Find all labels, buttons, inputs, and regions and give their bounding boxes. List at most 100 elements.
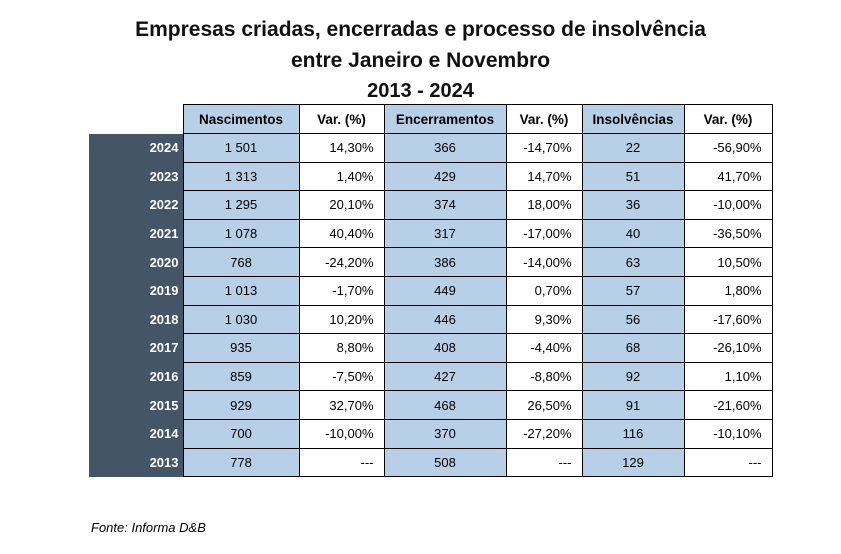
cell-insolvencias: 57 (581, 275, 685, 306)
table-row: 2017 935 8,80% 408 -4,40% 68 -26,10% (89, 333, 773, 363)
cell-insolvencias: 63 (581, 247, 685, 277)
cell-year: 2014 (89, 419, 183, 449)
cell-nascimentos-var: 14,30% (298, 133, 385, 163)
table-row: 2015 929 32,70% 468 26,50% 91 -21,60% (89, 390, 773, 420)
cell-insolvencias-var: 1,80% (683, 275, 773, 306)
cell-nascimentos-var: -10,00% (298, 418, 385, 449)
cell-nascimentos-var: --- (298, 447, 385, 478)
cell-insolvencias: 92 (581, 361, 685, 392)
header-insolvencias-var: Var. (%) (683, 104, 773, 134)
header-insolvencias: Insolvências (581, 104, 685, 134)
cell-year: 2022 (89, 190, 183, 220)
chart-title-line2: entre Janeiro e Novembro (290, 49, 551, 72)
cell-year: 2017 (89, 333, 183, 363)
header-corner (89, 105, 183, 134)
table-row: 2023 1 313 1,40% 429 14,70% 51 41,70% (89, 161, 773, 192)
cell-nascimentos-var: -7,50% (298, 361, 385, 392)
cell-nascimentos-var: 8,80% (298, 333, 385, 363)
cell-year: 2018 (89, 305, 183, 334)
cell-encerramentos: 366 (383, 133, 507, 163)
cell-nascimentos: 1 013 (182, 275, 300, 306)
cell-encerramentos-var: --- (505, 447, 583, 478)
cell-nascimentos: 929 (182, 390, 300, 420)
cell-nascimentos: 768 (182, 247, 300, 277)
cell-encerramentos-var: 18,00% (505, 190, 583, 220)
cell-nascimentos: 1 078 (182, 218, 300, 249)
cell-insolvencias-var: --- (683, 447, 773, 478)
cell-insolvencias-var: 1,10% (683, 361, 773, 392)
cell-insolvencias: 40 (581, 218, 685, 249)
table-row: 2020 768 -24,20% 386 -14,00% 63 10,50% (89, 247, 773, 277)
cell-encerramentos-var: 14,70% (505, 161, 583, 192)
source-note: Fonte: Informa D&B (91, 520, 206, 535)
chart-title-line1: Empresas criadas, encerradas e processo … (135, 18, 706, 41)
cell-encerramentos-var: 0,70% (505, 275, 583, 306)
cell-encerramentos-var: 26,50% (505, 390, 583, 420)
cell-nascimentos: 778 (182, 447, 300, 478)
cell-insolvencias: 51 (581, 161, 685, 192)
cell-year: 2020 (89, 247, 183, 277)
cell-insolvencias-var: -10,10% (683, 418, 773, 449)
cell-encerramentos: 429 (383, 161, 507, 192)
cell-encerramentos: 446 (383, 304, 507, 335)
header-nascimentos-var: Var. (%) (298, 104, 385, 134)
cell-encerramentos: 374 (383, 190, 507, 220)
table-row: 2016 859 -7,50% 427 -8,80% 92 1,10% (89, 361, 773, 392)
cell-encerramentos: 427 (383, 361, 507, 392)
table-row: 2024 1 501 14,30% 366 -14,70% 22 -56,90% (89, 133, 773, 163)
cell-encerramentos-var: -8,80% (505, 361, 583, 392)
cell-nascimentos-var: 40,40% (298, 218, 385, 249)
table-row: 2018 1 030 10,20% 446 9,30% 56 -17,60% (89, 304, 773, 335)
cell-insolvencias-var: -10,00% (683, 190, 773, 220)
cell-insolvencias-var: -36,50% (683, 218, 773, 249)
cell-nascimentos-var: 10,20% (298, 304, 385, 335)
table-row: 2013 778 --- 508 --- 129 --- (89, 447, 773, 478)
data-table: Nascimentos Var. (%) Encerramentos Var. … (89, 104, 773, 478)
cell-encerramentos-var: -17,00% (505, 218, 583, 249)
cell-nascimentos: 1 030 (182, 304, 300, 335)
cell-insolvencias: 116 (581, 418, 685, 449)
cell-nascimentos-var: -1,70% (298, 275, 385, 306)
cell-nascimentos: 1 295 (182, 190, 300, 220)
cell-encerramentos-var: 9,30% (505, 304, 583, 335)
cell-insolvencias: 36 (581, 190, 685, 220)
cell-encerramentos: 449 (383, 275, 507, 306)
chart-title-period: 2013 - 2024 (367, 80, 474, 102)
cell-insolvencias-var: -56,90% (683, 133, 773, 163)
cell-year: 2021 (89, 219, 183, 248)
header-encerramentos: Encerramentos (383, 104, 507, 134)
cell-insolvencias: 129 (581, 447, 685, 478)
cell-encerramentos-var: -27,20% (505, 418, 583, 449)
cell-nascimentos-var: 32,70% (298, 390, 385, 420)
cell-year: 2024 (89, 133, 183, 163)
header-nascimentos: Nascimentos (182, 104, 300, 134)
cell-insolvencias-var: 41,70% (683, 161, 773, 192)
cell-nascimentos: 935 (182, 333, 300, 363)
cell-year: 2015 (89, 390, 183, 420)
cell-nascimentos-var: 1,40% (298, 161, 385, 192)
header-encerramentos-var: Var. (%) (505, 104, 583, 134)
cell-insolvencias: 68 (581, 333, 685, 363)
cell-encerramentos: 386 (383, 247, 507, 277)
table-row: 2022 1 295 20,10% 374 18,00% 36 -10,00% (89, 190, 773, 220)
cell-encerramentos: 468 (383, 390, 507, 420)
cell-encerramentos: 317 (383, 218, 507, 249)
table-row: 2019 1 013 -1,70% 449 0,70% 57 1,80% (89, 275, 773, 306)
cell-year: 2013 (89, 448, 183, 477)
cell-insolvencias: 22 (581, 133, 685, 163)
cell-encerramentos: 408 (383, 333, 507, 363)
cell-insolvencias: 91 (581, 390, 685, 420)
cell-encerramentos: 370 (383, 418, 507, 449)
table-row: 2014 700 -10,00% 370 -27,20% 116 -10,10% (89, 418, 773, 449)
cell-nascimentos: 1 501 (182, 133, 300, 163)
cell-insolvencias: 56 (581, 304, 685, 335)
cell-year: 2023 (89, 162, 183, 191)
cell-nascimentos-var: 20,10% (298, 190, 385, 220)
cell-nascimentos-var: -24,20% (298, 247, 385, 277)
cell-encerramentos: 508 (383, 447, 507, 478)
cell-insolvencias-var: 10,50% (683, 247, 773, 277)
cell-nascimentos: 859 (182, 361, 300, 392)
table-header-row: Nascimentos Var. (%) Encerramentos Var. … (89, 104, 773, 134)
cell-encerramentos-var: -4,40% (505, 333, 583, 363)
cell-encerramentos-var: -14,70% (505, 133, 583, 163)
